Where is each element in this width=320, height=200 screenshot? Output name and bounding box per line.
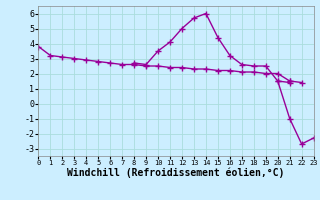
X-axis label: Windchill (Refroidissement éolien,°C): Windchill (Refroidissement éolien,°C) xyxy=(67,168,285,178)
